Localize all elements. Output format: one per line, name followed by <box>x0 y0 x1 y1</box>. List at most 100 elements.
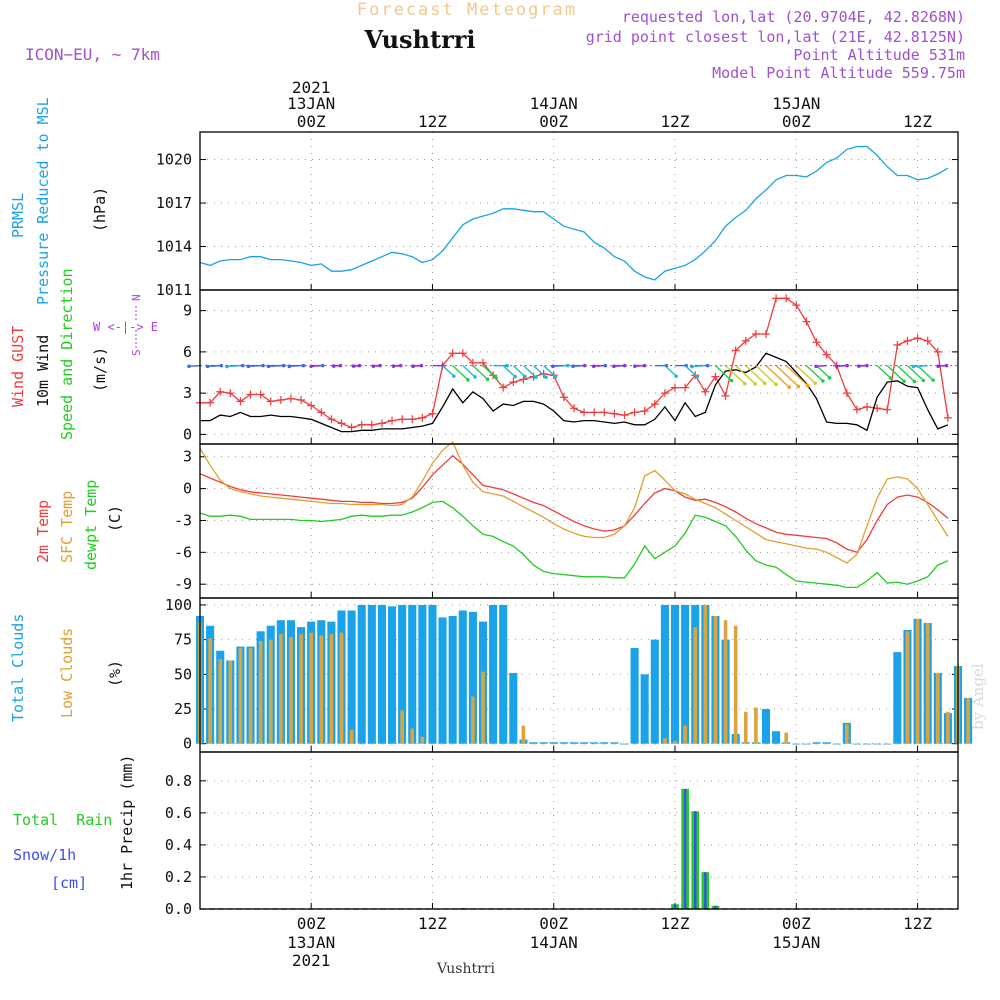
gust-marker <box>388 416 397 425</box>
wind-arrow-head-icon <box>452 374 456 378</box>
gust-marker <box>590 408 599 417</box>
low-cloud-bar <box>865 743 869 745</box>
low-cloud-bar <box>966 697 970 744</box>
wind-arrow-head-icon <box>287 364 292 369</box>
gust-marker <box>418 413 427 422</box>
low-cloud-bar <box>622 743 627 745</box>
gust-marker <box>852 405 861 414</box>
clouds-ytick-label: 75 <box>174 631 192 649</box>
pressure-line-prmsl <box>199 145 949 281</box>
wind-arrow-head-icon <box>612 364 616 369</box>
axis-hour-label: 00Z <box>297 914 326 933</box>
gust-marker <box>943 413 952 422</box>
gust-marker <box>822 350 831 359</box>
cloud-label-unit: (%) <box>106 660 124 687</box>
gust-marker <box>509 378 518 387</box>
precipitation-ytick-label: 0.0 <box>165 900 192 918</box>
low-cloud-bar <box>400 710 404 744</box>
low-cloud-bar <box>501 743 506 745</box>
wind-arrow-head-icon <box>351 364 356 368</box>
temperature-panel: -9 -6 -3 0 3 <box>174 440 959 599</box>
wind-direction-arrow-icon <box>876 365 892 379</box>
wind-direction-arrow-icon <box>472 365 489 380</box>
total-cloud-bar <box>408 604 417 744</box>
low-cloud-bar <box>582 743 586 745</box>
precipitation-frame <box>199 751 959 910</box>
low-cloud-bar <box>551 743 556 745</box>
wind-ytick-label: 0 <box>183 425 192 443</box>
gust-marker <box>216 387 225 396</box>
wind-label-10m: 10m Wind <box>34 335 52 407</box>
rain-bar-core <box>673 904 677 909</box>
temp-label-2m: 2m Temp <box>34 500 52 563</box>
wind-arrow-head-icon <box>473 375 477 379</box>
wind-arrow-head-icon <box>466 378 470 382</box>
temperature-ytick-label: -3 <box>174 511 192 529</box>
wind-arrow-head-icon <box>281 363 286 368</box>
pressure-label-desc: Pressure Reduced to MSL <box>34 97 52 305</box>
precipitation-ytick-label: 0.4 <box>165 836 192 854</box>
pressure-ytick-label: 1017 <box>156 194 192 212</box>
temperature-line-sfc-temp <box>199 440 949 564</box>
wind-arrow-head-icon <box>921 378 926 383</box>
gust-marker <box>620 411 629 420</box>
temperature-ytick-label: 0 <box>183 480 192 498</box>
wind-arrow-head-icon <box>505 363 510 368</box>
wind-arrow-head-icon <box>523 374 527 379</box>
wind-direction-arrow-icon <box>906 365 924 381</box>
wind-label-unit: (m/s) <box>91 347 109 392</box>
temperature-series <box>199 440 949 589</box>
wind-arrow-head-icon <box>591 364 596 369</box>
gust-marker <box>782 294 791 303</box>
wind-arrow-head-icon <box>695 375 700 379</box>
clouds-ytick-label: 0 <box>183 735 192 753</box>
low-cloud-bar <box>319 635 324 744</box>
wind-arrow-head-icon <box>622 363 627 368</box>
wind-arrow-head-icon <box>544 375 548 380</box>
clouds-ytick-label: 100 <box>165 596 192 614</box>
gust-marker <box>317 408 326 417</box>
wind-arrow-head-icon <box>787 385 792 390</box>
axis-hour-label: 00Z <box>782 112 811 131</box>
total-cloud-bar <box>428 604 437 744</box>
gust-marker <box>367 420 376 429</box>
low-cloud-bar <box>329 634 334 744</box>
precip-label-cm: [cm] <box>51 874 87 892</box>
footer-station: Vushtrri <box>436 961 495 977</box>
total-cloud-bar <box>590 742 599 744</box>
wind-direction-arrow-icon <box>735 365 756 385</box>
total-cloud-bar <box>610 742 619 744</box>
wind-direction-arrow-icon <box>896 365 915 383</box>
low-cloud-bar <box>521 725 526 744</box>
wind-arrow-head-icon <box>332 364 336 368</box>
low-cloud-bar <box>683 725 687 744</box>
wind-arrow-head-icon <box>391 364 396 368</box>
wind-ytick-label: 3 <box>183 384 192 402</box>
wind-panel: 0 3 6 9 <box>183 289 959 445</box>
low-cloud-bar <box>915 618 920 744</box>
cloud-label-total: Total Clouds <box>9 614 27 722</box>
wind-arrow-head-icon <box>902 379 906 384</box>
low-cloud-bar <box>905 631 910 744</box>
gust-marker <box>458 349 467 358</box>
low-cloud-bar <box>703 604 708 744</box>
clouds-ytick-label: 50 <box>174 665 192 683</box>
clouds-ytick-label: 25 <box>174 700 192 718</box>
pressure-panel: 1011 1014 1017 1020 <box>156 131 959 299</box>
low-cloud-bar <box>228 660 233 744</box>
total-cloud-bar <box>367 604 376 744</box>
wind-ytick-label: 6 <box>183 343 192 361</box>
gust-marker <box>286 394 295 403</box>
axis-hour-label: 00Z <box>539 914 568 933</box>
low-cloud-bar <box>541 743 546 745</box>
wind-series <box>187 294 958 433</box>
total-cloud-bar <box>630 647 639 744</box>
low-cloud-bar <box>460 743 465 745</box>
gust-marker <box>802 317 811 326</box>
total-cloud-bar <box>660 604 669 744</box>
total-cloud-bar <box>398 604 407 744</box>
wind-direction-arrow-icon <box>248 364 261 368</box>
axis-date-label: 14JAN <box>530 933 578 952</box>
